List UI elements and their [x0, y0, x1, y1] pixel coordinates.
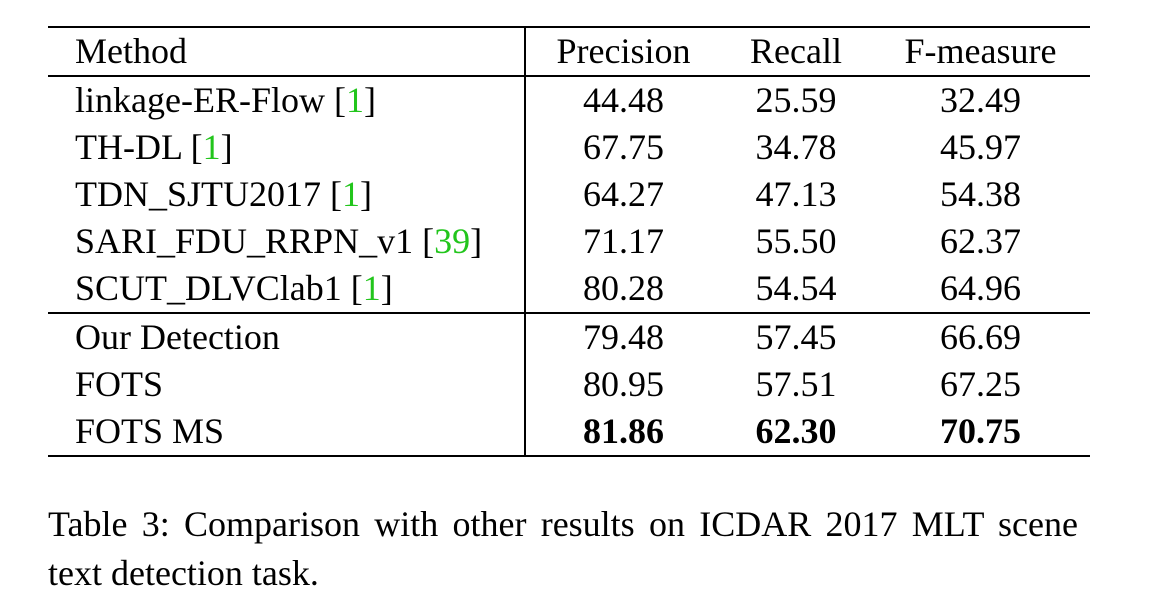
precision-cell: 79.48 — [583, 317, 664, 357]
method-cell: SARI_FDU_RRPN_v1 [39] — [48, 218, 526, 265]
table-row: FOTS MS 81.86 62.30 70.75 — [48, 408, 1090, 456]
method-name: SCUT_DLVClab1 — [75, 268, 342, 308]
method-cell: FOTS MS — [48, 408, 526, 456]
recall-cell: 55.50 — [755, 221, 837, 261]
results-table-container: Method Precision Recall F-measure linkag… — [48, 26, 1090, 457]
table-row: Our Detection 79.48 57.45 66.69 — [48, 313, 1090, 361]
recall-cell: 57.45 — [755, 317, 837, 357]
precision-cell: 80.28 — [525, 265, 721, 314]
citation-link[interactable]: 1 — [342, 174, 361, 214]
precision-cell: 67.75 — [583, 127, 664, 167]
method-name: TDN_SJTU2017 — [75, 174, 322, 214]
fmeasure-cell: 32.49 — [940, 80, 1021, 120]
fmeasure-cell-best: 70.75 — [940, 411, 1021, 451]
precision-cell: 64.27 — [583, 174, 664, 214]
citation-link[interactable]: 1 — [202, 127, 221, 167]
table-row: linkage-ER-Flow [1] 44.48 25.59 32.49 — [48, 76, 1090, 124]
table-row: FOTS 80.95 57.51 67.25 — [48, 361, 1090, 408]
table-row: TDN_SJTU2017 [1] 64.27 47.13 54.38 — [48, 171, 1090, 218]
recall-cell-best: 62.30 — [755, 411, 837, 451]
method-cell: linkage-ER-Flow [1] — [48, 76, 526, 124]
recall-cell: 57.51 — [755, 364, 837, 404]
recall-cell: 34.78 — [755, 127, 837, 167]
precision-cell: 80.95 — [583, 364, 664, 404]
method-cell: Our Detection — [48, 313, 526, 361]
fmeasure-cell: 67.25 — [940, 364, 1021, 404]
method-cell: TDN_SJTU2017 [1] — [48, 171, 526, 218]
fmeasure-cell: 66.69 — [940, 317, 1021, 357]
precision-cell: 71.17 — [583, 221, 664, 261]
table-row: SCUT_DLVClab1 [1] 80.28 54.54 64.96 — [48, 265, 1090, 314]
table-caption: Table 3: Comparison with other results o… — [48, 504, 1078, 593]
header-precision: Precision — [556, 31, 691, 71]
method-name: TH-DL — [75, 127, 182, 167]
results-table: Method Precision Recall F-measure linkag… — [48, 26, 1090, 457]
table-row: SARI_FDU_RRPN_v1 [39] 71.17 55.50 62.37 — [48, 218, 1090, 265]
recall-cell: 54.54 — [721, 265, 871, 314]
table-group-prior-work: linkage-ER-Flow [1] 44.48 25.59 32.49 TH… — [48, 76, 1090, 314]
table-row: TH-DL [1] 67.75 34.78 45.97 — [48, 124, 1090, 171]
recall-cell: 25.59 — [755, 80, 837, 120]
fmeasure-cell: 54.38 — [940, 174, 1021, 214]
table-header-row: Method Precision Recall F-measure — [48, 27, 1090, 76]
citation-link[interactable]: 39 — [434, 221, 471, 261]
method-cell: TH-DL [1] — [48, 124, 526, 171]
fmeasure-cell: 64.96 — [871, 265, 1090, 314]
method-name: SARI_FDU_RRPN_v1 — [75, 221, 414, 261]
citation-link[interactable]: 1 — [362, 268, 381, 308]
citation-link[interactable]: 1 — [345, 80, 364, 120]
recall-cell: 47.13 — [755, 174, 837, 214]
table-group-ours: Our Detection 79.48 57.45 66.69 FOTS 80.… — [48, 313, 1090, 456]
fmeasure-cell: 45.97 — [940, 127, 1021, 167]
header-fmeasure: F-measure — [904, 31, 1057, 71]
precision-cell: 44.48 — [583, 80, 664, 120]
method-cell: FOTS — [48, 361, 526, 408]
precision-cell-best: 81.86 — [583, 411, 664, 451]
header-method: Method — [48, 27, 526, 76]
header-recall: Recall — [750, 31, 842, 71]
fmeasure-cell: 62.37 — [940, 221, 1021, 261]
method-name: linkage-ER-Flow — [75, 80, 325, 120]
method-cell: SCUT_DLVClab1 [1] — [48, 265, 526, 314]
